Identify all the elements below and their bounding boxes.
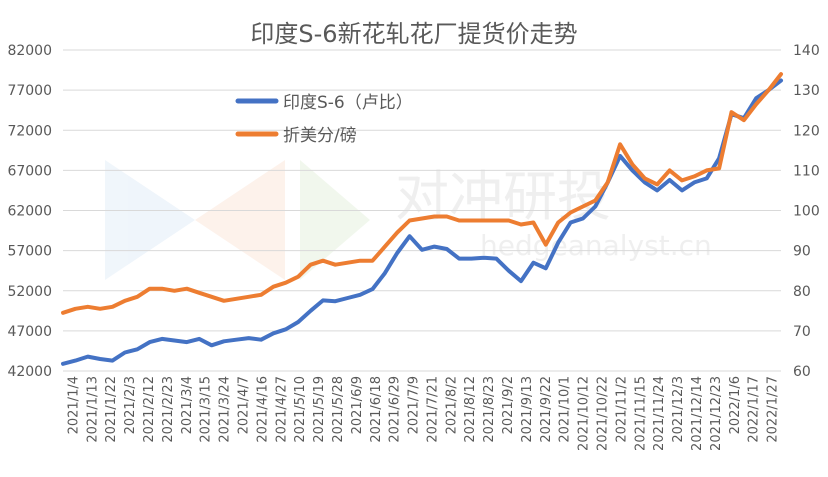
x-tick-label: 2021/7/21 — [425, 376, 440, 443]
y-right-tick-label: 80 — [793, 284, 811, 300]
x-tick-label: 2021/11/15 — [633, 376, 648, 451]
y-right-tick-label: 110 — [793, 163, 820, 179]
y-left-tick-label: 67000 — [7, 163, 52, 179]
y-axis-right: 60 70 80 90 100 110 120 130 140 — [793, 43, 820, 380]
x-tick-label: 2021/10/1 — [558, 376, 573, 443]
legend-label-usc: 折美分/磅 — [283, 126, 357, 146]
y-left-tick-label: 82000 — [7, 43, 52, 59]
y-left-tick-label: 77000 — [7, 83, 52, 99]
y-right-tick-label: 130 — [793, 83, 820, 99]
gridlines — [63, 49, 781, 372]
y-left-tick-label: 52000 — [7, 284, 52, 300]
legend: 印度S-6（卢比） 折美分/磅 — [235, 93, 413, 146]
x-tick-label: 2021/12/14 — [690, 376, 705, 451]
y-right-tick-label: 140 — [793, 43, 820, 59]
x-tick-label: 2021/5/19 — [312, 376, 327, 443]
x-tick-label: 2021/6/9 — [350, 376, 365, 434]
x-tick-label: 2021/9/2 — [501, 376, 516, 434]
x-tick-label: 2021/3/24 — [218, 376, 233, 443]
watermark-logo-shape — [195, 160, 285, 280]
y-left-tick-label: 62000 — [7, 204, 52, 220]
series-group — [61, 72, 783, 366]
x-tick-label: 2021/1/4 — [66, 376, 81, 434]
y-right-tick-label: 90 — [793, 244, 811, 260]
x-tick-label: 2021/10/22 — [596, 376, 611, 451]
x-tick-label: 2021/9/22 — [539, 376, 554, 443]
x-tick-label: 2022/1/27 — [766, 376, 781, 443]
x-tick-label: 2021/2/23 — [161, 376, 176, 443]
x-tick-label: 2021/10/12 — [577, 376, 592, 451]
legend-label-rupee: 印度S-6（卢比） — [283, 93, 413, 113]
x-tick-label: 2021/6/18 — [369, 376, 384, 443]
x-tick-label: 2021/12/3 — [671, 376, 686, 443]
chart-title: 印度S-6新花轧花厂提货价走势 — [250, 20, 577, 48]
x-tick-label: 2021/8/2 — [444, 376, 459, 434]
x-tick-label: 2021/8/23 — [482, 376, 497, 443]
y-right-tick-label: 120 — [793, 123, 820, 139]
x-tick-label: 2021/2/12 — [142, 376, 157, 443]
x-tick-label: 2021/1/13 — [85, 376, 100, 443]
x-tick-label: 2021/7/9 — [407, 376, 422, 434]
x-tick-label: 2021/3/4 — [180, 376, 195, 434]
x-tick-label: 2021/11/2 — [614, 376, 629, 443]
x-tick-label: 2021/11/24 — [652, 376, 667, 451]
x-tick-label: 2021/3/15 — [199, 376, 214, 443]
x-tick-label: 2022/1/6 — [728, 376, 743, 434]
y-left-tick-label: 47000 — [7, 324, 52, 340]
y-axis-left: 42000 47000 52000 57000 62000 67000 72000 77000… — [7, 43, 52, 380]
y-right-tick-label: 70 — [793, 324, 811, 340]
y-left-tick-label: 72000 — [7, 123, 52, 139]
y-left-tick-label: 57000 — [7, 244, 52, 260]
x-tick-label: 2021/4/16 — [255, 376, 270, 443]
x-tick-label: 2021/5/10 — [293, 376, 308, 443]
watermark-subtext: hedgeanalyst.cn — [480, 229, 712, 262]
x-axis: 2021/1/4 2021/1/13 2021/1/22 2021/2/3 2021/2… — [66, 376, 780, 451]
x-tick-label: 2021/8/12 — [463, 376, 478, 443]
x-tick-label: 2021/6/29 — [388, 376, 403, 443]
watermark: 对冲研投 hedgeanalyst.cn — [105, 160, 712, 280]
x-tick-label: 2021/5/28 — [331, 376, 346, 443]
watermark-logo-shape — [300, 160, 370, 280]
y-right-tick-label: 60 — [793, 364, 811, 380]
y-left-tick-label: 42000 — [7, 364, 52, 380]
x-tick-label: 2021/1/22 — [104, 376, 119, 443]
watermark-logo-shape — [105, 160, 195, 280]
x-tick-label: 2021/12/23 — [709, 376, 724, 451]
series-line-rupee — [61, 78, 783, 366]
x-tick-label: 2021/4/7 — [237, 376, 252, 434]
x-tick-label: 2021/2/3 — [123, 376, 138, 434]
y-right-tick-label: 100 — [793, 204, 820, 220]
series-line-usc — [61, 72, 783, 315]
x-tick-label: 2021/4/27 — [274, 376, 289, 443]
x-tick-label: 2022/1/17 — [747, 376, 762, 443]
x-tick-label: 2021/9/13 — [520, 376, 535, 443]
